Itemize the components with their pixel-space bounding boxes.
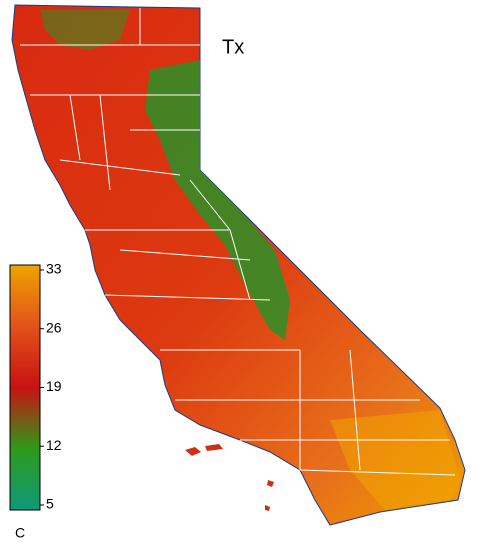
california <box>11 4 466 526</box>
colorbar-tick-label: 12 <box>46 437 62 453</box>
colorbar-tick-label: 5 <box>46 496 54 512</box>
colorbar-unit: C <box>15 525 25 541</box>
map-title: Tx <box>222 36 244 58</box>
north-mountains <box>40 10 130 50</box>
colorbar-tick-label: 26 <box>46 319 62 335</box>
colorbar-tick-label: 33 <box>46 261 62 277</box>
colorbar <box>9 264 41 511</box>
islands <box>185 444 274 511</box>
desert-warm <box>330 410 460 510</box>
colorbar-tick-label: 19 <box>46 378 62 394</box>
county-lines <box>20 8 456 476</box>
